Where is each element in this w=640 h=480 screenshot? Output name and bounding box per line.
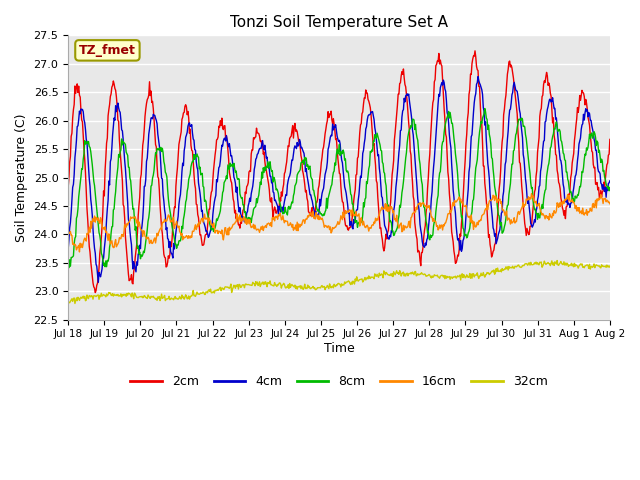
32cm [64,299,72,304]
8cm [186,174,193,180]
Line: 32cm: 32cm [68,261,610,303]
Line: 2cm: 2cm [68,51,610,293]
32cm [71,300,79,306]
X-axis label: Time: Time [324,342,355,355]
2cm [74,90,82,96]
8cm [481,106,489,111]
16cm [527,191,535,196]
16cm [76,249,83,255]
4cm [474,74,482,80]
Line: 8cm: 8cm [68,108,610,268]
16cm [606,201,614,207]
16cm [422,204,429,209]
8cm [406,127,413,132]
2cm [214,134,222,140]
2cm [64,184,72,190]
Line: 4cm: 4cm [68,77,610,282]
16cm [214,231,222,237]
2cm [406,128,413,133]
Line: 16cm: 16cm [68,193,610,252]
4cm [606,178,614,184]
2cm [471,48,479,54]
4cm [186,120,193,126]
2cm [606,136,614,142]
16cm [406,218,413,224]
4cm [64,246,72,252]
4cm [74,123,82,129]
32cm [75,296,83,301]
4cm [95,279,102,285]
32cm [422,272,429,277]
8cm [606,185,614,191]
8cm [422,212,429,218]
32cm [406,271,413,276]
8cm [64,263,72,269]
2cm [422,223,429,228]
32cm [606,263,614,269]
8cm [214,215,222,221]
32cm [554,258,561,264]
8cm [131,216,138,222]
32cm [186,296,193,302]
32cm [214,288,222,293]
16cm [74,244,82,250]
8cm [75,194,83,200]
2cm [186,131,193,136]
4cm [214,172,222,178]
32cm [131,290,138,296]
Text: TZ_fmet: TZ_fmet [79,44,136,57]
2cm [131,265,138,271]
Y-axis label: Soil Temperature (C): Soil Temperature (C) [15,113,28,242]
4cm [406,98,413,104]
16cm [186,235,193,240]
16cm [64,228,72,234]
4cm [131,262,138,268]
8cm [65,265,73,271]
2cm [92,290,99,296]
Title: Tonzi Soil Temperature Set A: Tonzi Soil Temperature Set A [230,15,448,30]
Legend: 2cm, 4cm, 8cm, 16cm, 32cm: 2cm, 4cm, 8cm, 16cm, 32cm [125,370,552,393]
16cm [131,215,138,220]
4cm [422,240,429,246]
